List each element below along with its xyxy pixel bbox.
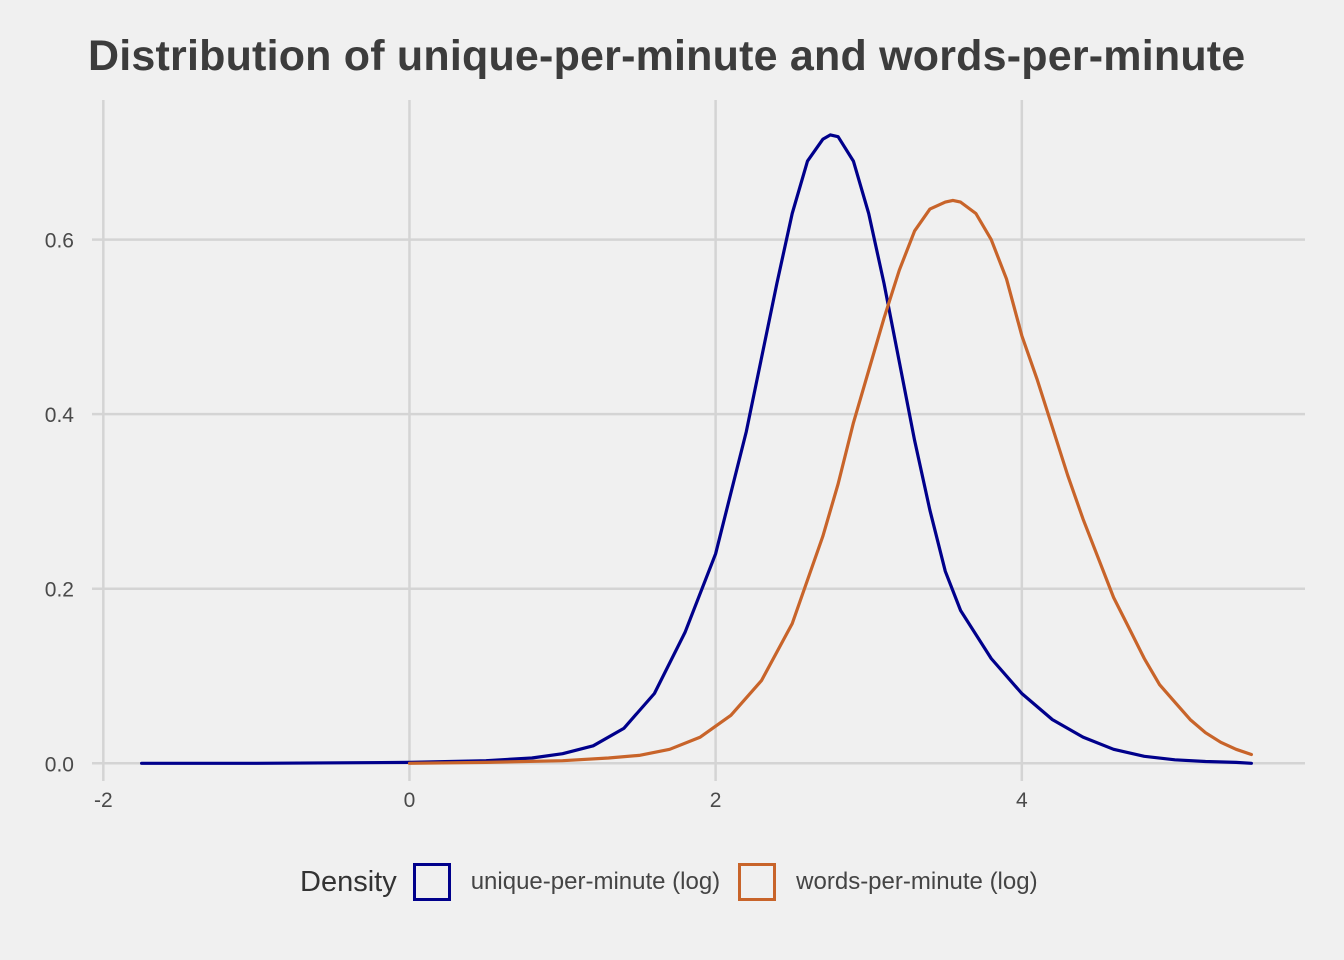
legend: Density unique-per-minute (log) words-pe… bbox=[300, 860, 1056, 904]
y-tick-label: 0.2 bbox=[45, 579, 74, 602]
legend-label-words-per-minute: words-per-minute (log) bbox=[796, 868, 1038, 895]
x-tick-label: -2 bbox=[94, 789, 113, 812]
x-tick-label: 2 bbox=[710, 789, 722, 812]
y-tick-label: 0.4 bbox=[45, 404, 75, 427]
legend-key-unique-per-minute bbox=[412, 863, 451, 901]
legend-title: Density bbox=[300, 865, 397, 898]
y-tick-label: 0.6 bbox=[45, 230, 74, 253]
x-tick-label: 4 bbox=[1016, 789, 1028, 812]
series-line-words-per-minute bbox=[407, 198, 1254, 765]
tick-labels: -2 0 2 4 0.0 0.2 0.4 0.6 bbox=[45, 230, 1028, 812]
grid bbox=[92, 100, 1305, 781]
x-tick-label: 0 bbox=[404, 789, 416, 812]
series-line-unique-per-minute bbox=[140, 133, 1254, 765]
chart-title: Distribution of unique-per-minute and wo… bbox=[88, 32, 1246, 80]
y-tick-label: 0.0 bbox=[45, 753, 74, 776]
legend-key-words-per-minute bbox=[738, 863, 777, 901]
legend-label-unique-per-minute: unique-per-minute (log) bbox=[470, 868, 721, 895]
series-lines bbox=[140, 133, 1254, 765]
